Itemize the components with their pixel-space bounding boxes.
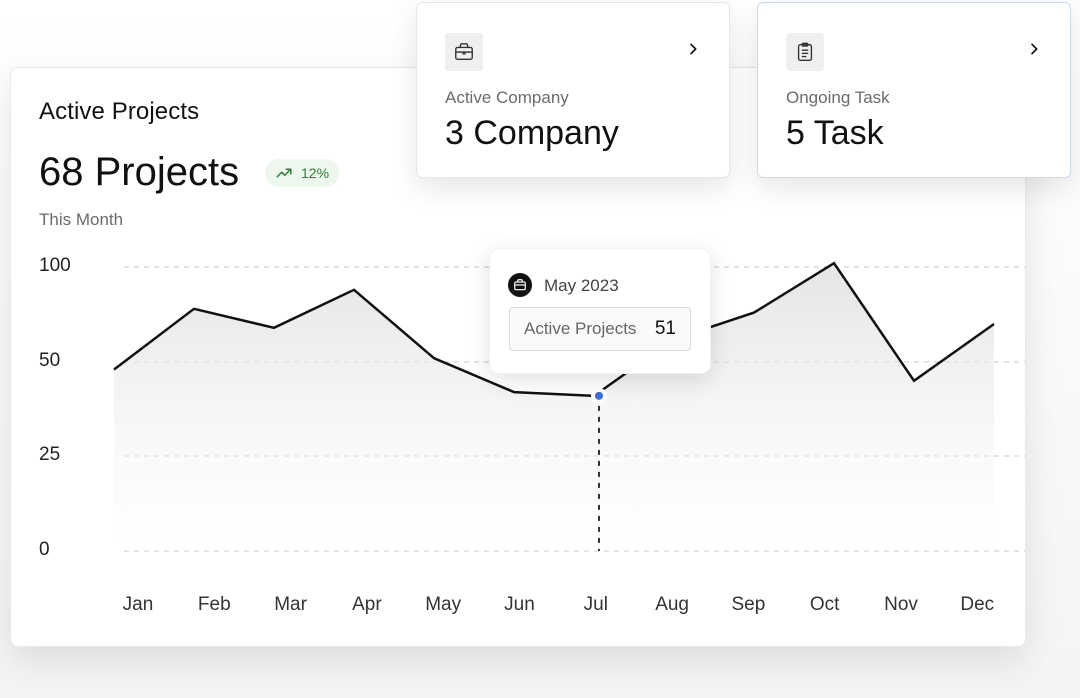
x-tick-label: Feb [197, 594, 231, 615]
tooltip-briefcase-icon [508, 273, 532, 297]
projects-count: 68 Projects [39, 150, 240, 194]
x-tick-label: Aug [655, 594, 689, 615]
chevron-right-icon[interactable] [1026, 41, 1042, 57]
x-tick-label: Apr [352, 594, 382, 615]
chart-area [114, 263, 994, 551]
y-tick-label: 25 [39, 444, 61, 465]
ongoing-task-card[interactable]: Ongoing Task 5 Task [757, 2, 1071, 178]
y-tick-label: 50 [39, 350, 61, 371]
x-tick-label: Jul [583, 594, 608, 615]
briefcase-icon [445, 33, 483, 71]
x-tick-label: Nov [884, 594, 918, 615]
company-value: 3 Company [445, 114, 619, 152]
x-tick-label: Oct [809, 594, 840, 615]
chevron-right-icon[interactable] [685, 41, 701, 57]
highlight-dot [595, 391, 603, 400]
tooltip-date: May 2023 [544, 276, 619, 295]
tooltip-label: Active Projects [524, 319, 637, 338]
x-tick-label: Jan [122, 594, 154, 615]
trend-percent: 12% [301, 165, 330, 181]
active-company-card[interactable]: Active Company 3 Company [416, 2, 730, 178]
card-title: Active Projects [39, 98, 200, 125]
x-tick-label: May [425, 594, 462, 615]
series-line [113, 261, 995, 398]
task-value: 5 Task [786, 114, 884, 152]
x-tick-label: Mar [274, 594, 307, 615]
tooltip-value-box: Active Projects 51 [509, 307, 691, 351]
projects-chart [113, 261, 1025, 552]
clipboard-icon [786, 33, 824, 71]
trend-badge: 12% [265, 159, 340, 187]
x-tick-label: Sep [731, 594, 766, 615]
company-label: Active Company [445, 88, 569, 107]
period-label: This Month [39, 210, 124, 229]
y-tick-label: 100 [39, 255, 71, 276]
y-tick-label: 0 [39, 539, 50, 560]
trend-up-icon [276, 168, 292, 178]
x-tick-label: Dec [960, 594, 995, 615]
x-tick-label: Jun [504, 594, 535, 615]
tooltip-value: 51 [654, 318, 676, 339]
chart-tooltip: May 2023 Active Projects 51 [489, 248, 711, 374]
task-label: Ongoing Task [786, 88, 890, 107]
